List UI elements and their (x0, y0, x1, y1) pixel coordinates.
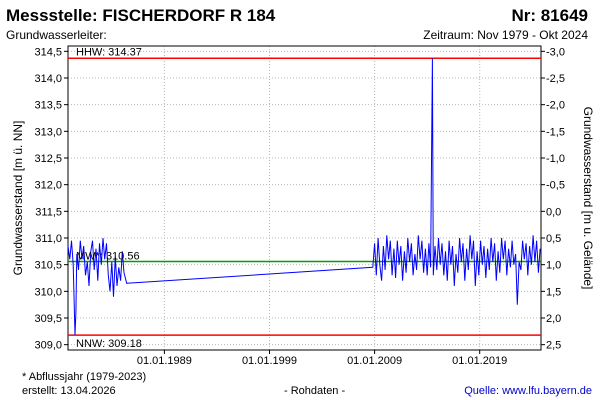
y-tick-label-left: 309,5 (34, 313, 62, 325)
y-tick-label-left: 311,0 (35, 233, 62, 245)
footnote: * Abflussjahr (1979-2023) (22, 371, 146, 383)
x-tick-label: 01.01.1989 (137, 355, 192, 367)
y-tick-label-left: 311,5 (35, 206, 62, 218)
y-tick-label-left: 314,0 (34, 73, 62, 85)
y-tick-label-right: 2,5 (546, 340, 561, 352)
y-tick-label-right: 1,0 (546, 260, 561, 272)
y-axis-label-right: Grundwasserstand [m u. Gelände] (581, 107, 595, 290)
reference-label: HHW: 314.37 (76, 46, 142, 58)
rawdata-label: - Rohdaten - (284, 385, 345, 397)
y-tick-label-right: -1,5 (546, 126, 565, 138)
y-tick-label-left: 310,5 (34, 260, 62, 272)
series-line (68, 58, 540, 335)
y-tick-label-right: 0,5 (546, 233, 561, 245)
reference-label: MW*: 310.56 (76, 250, 140, 262)
y-tick-label-right: -2,0 (546, 100, 565, 112)
reference-label: NNW: 309.18 (76, 338, 142, 350)
created-date: erstellt: 13.04.2026 (22, 385, 116, 397)
x-tick-label: 01.01.1999 (242, 355, 297, 367)
y-tick-label-left: 312,0 (34, 180, 62, 192)
y-tick-label-left: 314,5 (34, 46, 62, 58)
y-tick-label-right: -0,5 (546, 180, 565, 192)
y-tick-label-right: 1,5 (546, 286, 561, 298)
y-tick-label-right: 0,0 (546, 206, 561, 218)
y-axis-label-left: Grundwasserstand [m ü. NN] (11, 121, 25, 276)
x-tick-label: 01.01.2009 (347, 355, 402, 367)
y-tick-label-left: 312,5 (34, 153, 62, 165)
y-tick-label-right: 2,0 (546, 313, 561, 325)
plot-frame (68, 46, 541, 350)
y-tick-label-right: -3,0 (546, 46, 565, 58)
y-tick-label-left: 310,0 (34, 286, 62, 298)
reference-lines (68, 58, 541, 335)
y-tick-label-left: 313,5 (34, 100, 62, 112)
reference-labels: HHW: 314.37 MW*: 310.56 NNW: 309.18 (76, 46, 142, 350)
y-tick-label-right: -2,5 (546, 73, 565, 85)
chart-grid (68, 46, 541, 350)
y-tick-label-left: 313,0 (34, 126, 62, 138)
y-tick-label-right: -1,0 (546, 153, 565, 165)
y-tick-label-left: 309,0 (34, 340, 62, 352)
x-tick-label: 01.01.2019 (452, 355, 507, 367)
tick-labels: 309,0 2,5 309,5 2,0 310,0 1,5 310,5 1,0 311,0 0,5… (34, 46, 565, 367)
source-link[interactable]: Quelle: www.lfu.bayern.de (464, 385, 592, 397)
